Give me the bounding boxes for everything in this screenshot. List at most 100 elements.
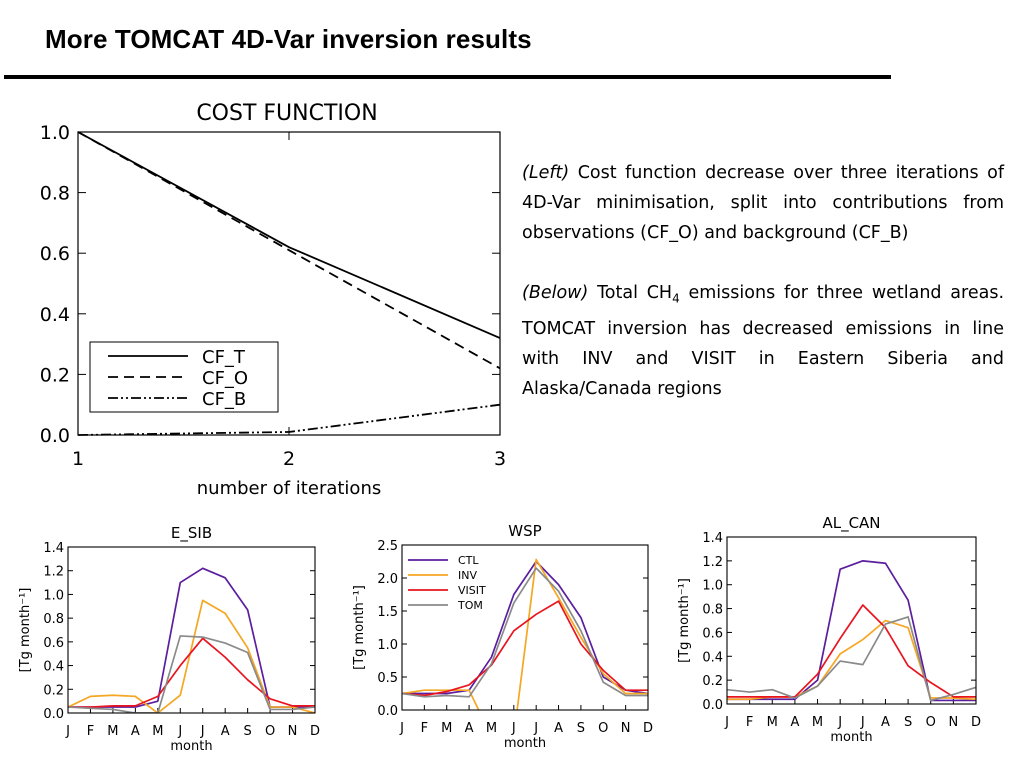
esib-y-tick-label: 1.0 (43, 588, 64, 603)
wsp-x-tick-label: J (533, 721, 538, 736)
esib-chart-title: E_SIB (171, 524, 212, 543)
esib-x-tick-label: M (152, 724, 163, 739)
wsp-x-tick-label: J (399, 721, 404, 736)
esib-x-tick-label: A (131, 724, 140, 739)
cost-y-tick-label: 0.8 (40, 183, 70, 205)
wsp-x-tick-label: M (441, 721, 452, 736)
alcan-x-tick-label: J (837, 715, 842, 730)
esib-x-tick-label: A (221, 724, 230, 739)
alcan-x-tick-label: O (926, 715, 936, 730)
wsp-legend-label-inv: INV (458, 569, 477, 582)
title-divider (4, 75, 891, 79)
cost-y-tick-label: 0.0 (40, 425, 70, 447)
cost-y-tick-label: 1.0 (40, 122, 70, 144)
wsp-chart-title: WSP (508, 522, 541, 540)
alcan-x-tick-label: M (812, 715, 823, 730)
wsp-series-tom (402, 567, 648, 698)
esib-y-tick-label: 1.2 (43, 565, 64, 580)
description-left: (Left) Cost function decrease over three… (522, 158, 1004, 248)
alcan-x-axis-label: month (830, 730, 872, 745)
cost-chart-title: COST FUNCTION (196, 101, 377, 126)
below-body-sub: 4 (672, 291, 680, 306)
wsp-y-tick-label: 2.0 (377, 572, 398, 587)
esib-y-tick-label: 0.0 (43, 707, 64, 722)
wsp-x-tick-label: D (643, 721, 653, 736)
below-lead: (Below) (522, 283, 589, 303)
esib-x-axis-label: month (170, 739, 212, 754)
wsp-x-tick-label: F (421, 721, 428, 736)
wsp-x-tick-label: A (465, 721, 474, 736)
alcan-y-tick-label: 0.4 (702, 650, 723, 665)
esib-series-tom (68, 635, 315, 713)
left-lead: (Left) (522, 163, 570, 183)
wsp-y-tick-label: 0.0 (377, 704, 398, 719)
alcan-series-tom (727, 616, 976, 702)
cost-legend-box (89, 341, 279, 413)
alcan-plot-frame (726, 536, 977, 705)
below-body-post: emissions for three wetland areas. TOMCA… (522, 283, 1005, 399)
wsp-legend-label-visit: VISIT (458, 584, 486, 597)
esib-x-tick-label: J (65, 724, 70, 739)
wsp-x-tick-label: J (511, 721, 516, 736)
left-body: Cost function decrease over three iterat… (522, 163, 1004, 243)
alcan-x-tick-label: N (948, 715, 958, 730)
alcan-y-axis-label: [Tg month⁻¹] (677, 578, 692, 663)
wsp-legend-label-ctl: CTL (458, 554, 479, 567)
esib-series-visit (68, 637, 315, 708)
wsp-y-axis-label: [Tg month⁻¹] (352, 585, 367, 670)
esib-y-tick-label: 0.6 (43, 636, 64, 651)
esib-x-tick-label: O (265, 724, 275, 739)
alcan-x-tick-label: A (881, 715, 890, 730)
esib-series-inv (68, 599, 315, 713)
cost-legend-label-cf-b: CF_B (202, 389, 246, 410)
alcan-y-tick-label: 1.2 (702, 555, 723, 570)
cost-x-tick-label: 1 (72, 448, 84, 470)
wsp-y-tick-label: 2.5 (377, 539, 398, 554)
wsp-x-tick-label: N (621, 721, 631, 736)
esib-x-tick-label: J (200, 724, 205, 739)
description-below: (Below) Total CH4 emissions for three we… (522, 278, 1004, 404)
alcan-y-tick-label: 0.6 (702, 626, 723, 641)
wsp-series-visit (402, 600, 648, 697)
cost-x-tick-label: 3 (494, 448, 506, 470)
wsp-x-tick-label: A (554, 721, 563, 736)
esib-y-axis-label: [Tg month⁻¹] (18, 588, 33, 673)
cost-y-tick-label: 0.4 (40, 304, 70, 326)
esib-x-tick-label: F (87, 724, 94, 739)
wsp-x-tick-label: S (577, 721, 585, 736)
cost-x-axis-label: number of iterations (197, 478, 381, 499)
alcan-y-tick-label: 0.8 (702, 603, 723, 618)
alcan-x-tick-label: A (790, 715, 799, 730)
alcan-x-tick-label: M (767, 715, 778, 730)
esib-x-tick-label: S (244, 724, 252, 739)
alcan-x-tick-label: S (904, 715, 912, 730)
wsp-y-tick-label: 1.5 (377, 605, 398, 620)
cost-y-tick-label: 0.6 (40, 243, 70, 265)
alcan-x-tick-label: J (724, 715, 729, 730)
esib-x-tick-label: D (310, 724, 320, 739)
esib-y-tick-label: 0.4 (43, 660, 64, 675)
cost-function-chart: COST FUNCTION 0.0 0.2 0.4 0.6 0.8 1.0 1 2 3 number… (40, 101, 506, 499)
esib-y-tick-label: 0.2 (43, 683, 64, 698)
alcan-y-tick-label: 0.2 (702, 674, 723, 689)
cost-legend-label-cf-o: CF_O (202, 368, 248, 389)
alcan-y-tick-label: 0.0 (702, 698, 723, 713)
esib-y-tick-label: 1.4 (43, 541, 64, 556)
esib-x-tick-label: N (288, 724, 298, 739)
alcan-x-tick-label: F (746, 715, 753, 730)
cost-legend-label-cf-t: CF_T (202, 347, 246, 368)
wsp-series-inv (402, 558, 648, 710)
alcan-chart-title: AL_CAN (822, 514, 880, 533)
esib-y-tick-label: 0.8 (43, 612, 64, 627)
wsp-series-ctl (402, 560, 648, 695)
cost-series-cf-o (77, 131, 501, 370)
wsp-y-tick-label: 1.0 (377, 638, 398, 653)
cost-series-cf-b (77, 403, 501, 436)
alcan-x-tick-label: J (860, 715, 865, 730)
esib-plot-frame (67, 546, 316, 714)
esib-x-tick-label: J (177, 724, 182, 739)
alcan-series-ctl (727, 560, 976, 702)
cost-series-cf-t (77, 131, 501, 339)
